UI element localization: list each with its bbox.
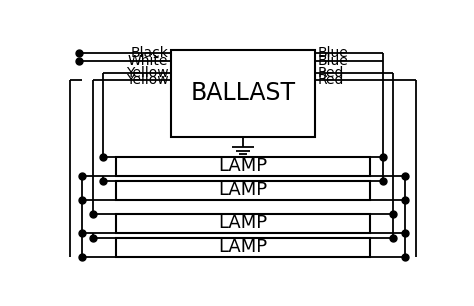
Text: Blue: Blue — [318, 46, 348, 60]
Text: Red: Red — [318, 73, 344, 87]
Text: LAMP: LAMP — [219, 238, 267, 256]
Text: LAMP: LAMP — [219, 214, 267, 232]
Bar — [116, 181, 370, 200]
Text: Blue: Blue — [318, 54, 348, 68]
Text: LAMP: LAMP — [219, 157, 267, 175]
Text: BALLAST: BALLAST — [191, 81, 295, 105]
Text: LAMP: LAMP — [219, 181, 267, 199]
Text: Black: Black — [130, 46, 168, 60]
Text: Red: Red — [318, 66, 344, 80]
Bar — [171, 50, 315, 137]
Bar — [116, 214, 370, 233]
Text: White: White — [128, 54, 168, 68]
Text: Yellow: Yellow — [126, 66, 168, 80]
Bar — [116, 238, 370, 257]
Bar — [116, 157, 370, 176]
Text: Yellow: Yellow — [126, 73, 168, 87]
